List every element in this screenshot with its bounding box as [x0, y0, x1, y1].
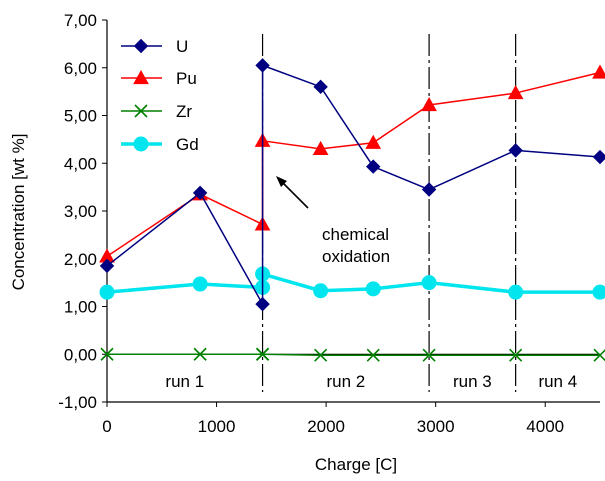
y-axis-title: Concentration [wt %]	[9, 134, 28, 291]
legend-label: U	[176, 37, 188, 56]
data-point-Zr	[593, 348, 605, 362]
data-point-Gd	[421, 275, 437, 291]
annotation-arrowhead	[276, 176, 287, 187]
data-point-U	[421, 182, 437, 197]
series-Gd	[99, 266, 605, 300]
data-point-U	[508, 143, 523, 158]
data-point-Zr	[314, 348, 328, 362]
legend-marker-U	[133, 38, 149, 54]
run-label: run 2	[326, 372, 365, 391]
legend-marker-Pu	[133, 69, 149, 85]
data-point-Pu	[507, 85, 524, 100]
data-point-Pu	[365, 134, 382, 149]
run-label: run 1	[165, 372, 204, 391]
data-point-U	[313, 79, 328, 95]
data-point-Zr	[422, 348, 436, 362]
x-tick-label: 2000	[307, 417, 345, 436]
data-point-Gd	[99, 284, 115, 300]
legend-label: Pu	[176, 69, 197, 88]
data-point-U	[255, 58, 270, 73]
series-line-Gd	[106, 271, 600, 294]
legend-marker-Zr	[134, 104, 148, 118]
data-point-Gd	[508, 284, 524, 300]
data-point-Gd	[192, 276, 208, 292]
x-tick-label: 3000	[417, 417, 455, 436]
x-axis-title: Charge [C]	[315, 455, 397, 474]
data-point-U	[99, 258, 115, 274]
y-tick-label: 4,00	[64, 154, 97, 173]
legend-label: Gd	[176, 135, 199, 154]
legend: U Pu Zr Gd	[121, 37, 199, 154]
x-tick-label: 0	[102, 417, 111, 436]
y-tick-label: 0,00	[64, 345, 97, 364]
data-point-Zr	[100, 347, 114, 361]
x-tick-label: 1000	[198, 417, 236, 436]
run-label: run 3	[453, 372, 492, 391]
data-point-Zr	[366, 348, 380, 362]
run-dividers	[261, 34, 517, 392]
data-point-Pu	[421, 96, 437, 112]
y-tick-label: 3,00	[64, 202, 97, 221]
run-labels: run 1 run 2 run 3 run 4	[165, 372, 577, 391]
x-tick-label: 4000	[526, 417, 564, 436]
data-point-Zr	[509, 348, 523, 362]
series-U	[99, 58, 605, 312]
data-point-Pu	[592, 64, 605, 79]
run-label: run 4	[538, 372, 577, 391]
y-tick-label: -1,00	[58, 393, 97, 412]
data-point-U	[255, 296, 270, 312]
y-tick-label: 5,00	[64, 107, 97, 126]
annotation-arrow-line	[281, 181, 309, 209]
annotation: chemical oxidation	[276, 176, 390, 266]
annotation-line-2: oxidation	[322, 247, 390, 266]
annotation-line-1: chemical	[322, 225, 389, 244]
data-point-Gd	[313, 283, 329, 299]
y-tick-label: 1,00	[64, 298, 97, 317]
data-point-Gd	[365, 281, 381, 297]
series-line-Zr	[107, 353, 600, 356]
series-Zr	[100, 347, 605, 362]
series-layer	[99, 58, 605, 362]
data-point-U	[192, 185, 208, 201]
axes: -1,00 0,00 1,00 2,00 3,00 4,00 5,00 6,00 7,00 0 10…	[58, 11, 600, 436]
data-point-Gd	[592, 284, 605, 300]
data-point-Zr	[256, 347, 270, 361]
data-point-U	[366, 159, 381, 174]
data-point-U	[592, 149, 605, 165]
y-tick-label: 2,00	[64, 250, 97, 269]
y-tick-label: 7,00	[64, 11, 97, 30]
data-point-Zr	[193, 347, 207, 361]
data-point-Pu	[312, 140, 329, 156]
legend-marker-Gd	[133, 136, 149, 152]
y-tick-label: 6,00	[64, 59, 97, 78]
legend-label: Zr	[176, 102, 192, 121]
